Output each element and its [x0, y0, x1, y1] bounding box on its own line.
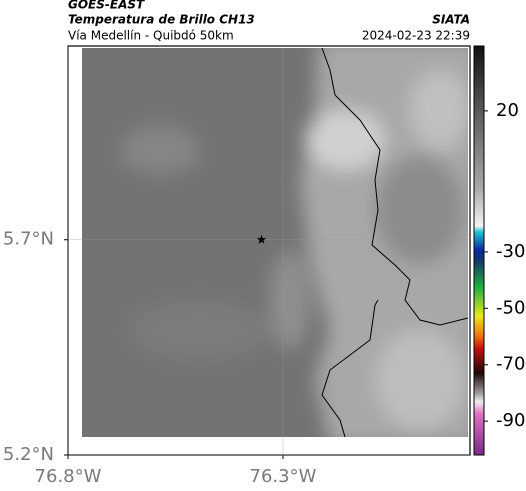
colorbar-tick-label: -50: [496, 297, 525, 318]
datetime: 2024-02-23 22:39: [362, 29, 470, 43]
colorbar: [473, 45, 485, 456]
agency: SIATA: [432, 13, 470, 27]
y-tick-label: 5.7°N: [3, 229, 54, 250]
colorbar-tick-label: -70: [496, 354, 525, 375]
cloud-texture: [120, 48, 468, 437]
colorbar-tick-label: -30: [496, 241, 525, 262]
satellite-image: [82, 48, 468, 437]
x-tick-label: 76.8°W: [35, 466, 102, 487]
subtitle: Vía Medellín - Quibdó 50km: [68, 29, 234, 43]
location-marker: [256, 234, 267, 244]
source: GOES-EAST: [68, 0, 145, 12]
boundary: [321, 48, 468, 437]
colorbar-tick-label: -90: [496, 410, 525, 431]
y-tick-label: 5.2°N: [3, 444, 54, 465]
title: Temperatura de Brillo CH13: [68, 13, 255, 27]
colorbar-tick-label: 20: [496, 100, 519, 121]
x-tick-label: 76.3°W: [250, 466, 317, 487]
